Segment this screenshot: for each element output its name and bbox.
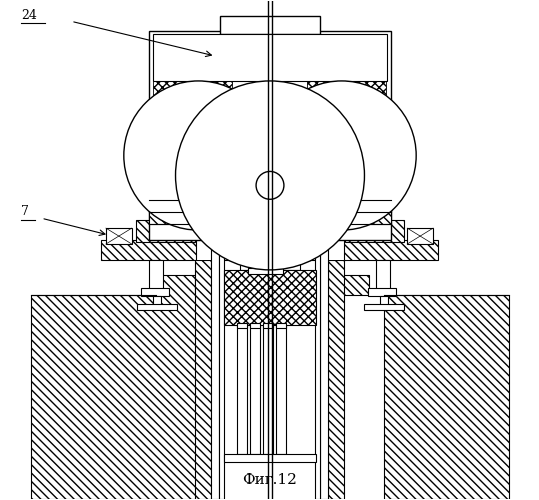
Bar: [196, 240, 211, 498]
Bar: [240, 240, 300, 270]
Bar: [101, 240, 196, 260]
Polygon shape: [330, 275, 509, 498]
Bar: [196, 240, 344, 260]
Bar: [250, 322, 260, 328]
Circle shape: [124, 81, 273, 230]
Bar: [149, 31, 391, 240]
Bar: [137, 304, 176, 310]
Bar: [106, 228, 132, 244]
Bar: [320, 240, 328, 498]
Bar: [248, 250, 256, 270]
Bar: [219, 240, 224, 498]
Bar: [276, 324, 286, 454]
Bar: [149, 260, 163, 290]
Bar: [369, 288, 396, 296]
Bar: [376, 260, 390, 290]
Bar: [263, 324, 273, 454]
Bar: [250, 324, 260, 454]
Bar: [272, 250, 280, 270]
Bar: [196, 240, 344, 260]
Polygon shape: [31, 275, 209, 498]
Circle shape: [267, 81, 416, 230]
Bar: [328, 240, 343, 498]
Bar: [260, 250, 268, 270]
Bar: [276, 322, 286, 328]
Text: 7: 7: [22, 205, 29, 218]
Bar: [211, 240, 219, 498]
Bar: [343, 240, 438, 260]
Bar: [220, 16, 320, 34]
Bar: [149, 200, 391, 212]
Bar: [315, 240, 320, 498]
Bar: [224, 454, 316, 462]
Bar: [307, 81, 386, 210]
Bar: [248, 268, 283, 274]
Bar: [149, 212, 391, 224]
Bar: [237, 322, 247, 328]
Text: Фиг.12: Фиг.12: [243, 472, 298, 486]
Circle shape: [256, 172, 284, 200]
Bar: [263, 322, 273, 328]
Bar: [344, 220, 404, 242]
Bar: [153, 34, 388, 81]
Bar: [141, 288, 169, 296]
Bar: [237, 324, 247, 454]
Bar: [136, 220, 196, 242]
Bar: [224, 270, 316, 324]
Text: 24: 24: [22, 10, 37, 22]
Bar: [153, 81, 232, 210]
Bar: [381, 296, 388, 306]
Circle shape: [176, 81, 364, 270]
Bar: [364, 304, 404, 310]
Bar: [153, 296, 161, 306]
Bar: [407, 228, 433, 244]
